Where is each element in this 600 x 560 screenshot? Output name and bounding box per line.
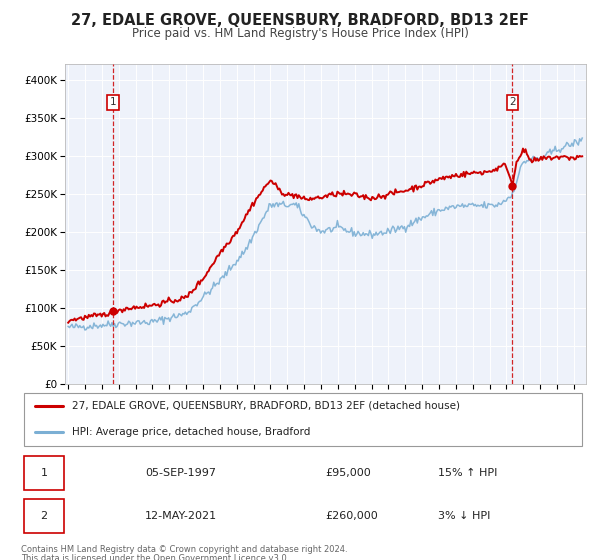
Text: Price paid vs. HM Land Registry's House Price Index (HPI): Price paid vs. HM Land Registry's House … xyxy=(131,27,469,40)
Text: 1: 1 xyxy=(110,97,116,108)
Text: This data is licensed under the Open Government Licence v3.0.: This data is licensed under the Open Gov… xyxy=(21,554,289,560)
Text: 12-MAY-2021: 12-MAY-2021 xyxy=(145,511,217,521)
Text: 1: 1 xyxy=(41,468,47,478)
Text: 15% ↑ HPI: 15% ↑ HPI xyxy=(439,468,498,478)
Text: 27, EDALE GROVE, QUEENSBURY, BRADFORD, BD13 2EF: 27, EDALE GROVE, QUEENSBURY, BRADFORD, B… xyxy=(71,13,529,28)
FancyBboxPatch shape xyxy=(24,500,64,533)
Text: £95,000: £95,000 xyxy=(326,468,371,478)
FancyBboxPatch shape xyxy=(24,393,582,446)
Text: 2: 2 xyxy=(509,97,516,108)
Text: 05-SEP-1997: 05-SEP-1997 xyxy=(145,468,216,478)
Text: Contains HM Land Registry data © Crown copyright and database right 2024.: Contains HM Land Registry data © Crown c… xyxy=(21,545,347,554)
Text: HPI: Average price, detached house, Bradford: HPI: Average price, detached house, Brad… xyxy=(72,427,310,437)
Text: 3% ↓ HPI: 3% ↓ HPI xyxy=(439,511,491,521)
Text: £260,000: £260,000 xyxy=(326,511,379,521)
Text: 27, EDALE GROVE, QUEENSBURY, BRADFORD, BD13 2EF (detached house): 27, EDALE GROVE, QUEENSBURY, BRADFORD, B… xyxy=(72,401,460,411)
FancyBboxPatch shape xyxy=(24,456,64,489)
Text: 2: 2 xyxy=(41,511,47,521)
